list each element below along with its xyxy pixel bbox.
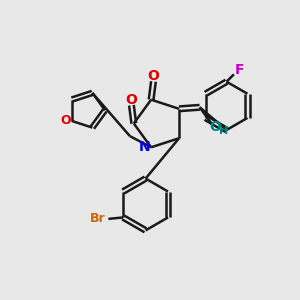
Text: F: F bbox=[235, 64, 244, 77]
Text: O: O bbox=[125, 93, 137, 107]
Text: O: O bbox=[210, 120, 221, 134]
Text: H: H bbox=[219, 126, 228, 136]
Text: O: O bbox=[148, 69, 159, 83]
Text: N: N bbox=[139, 140, 150, 154]
Text: Br: Br bbox=[89, 212, 105, 225]
Text: O: O bbox=[60, 115, 71, 128]
